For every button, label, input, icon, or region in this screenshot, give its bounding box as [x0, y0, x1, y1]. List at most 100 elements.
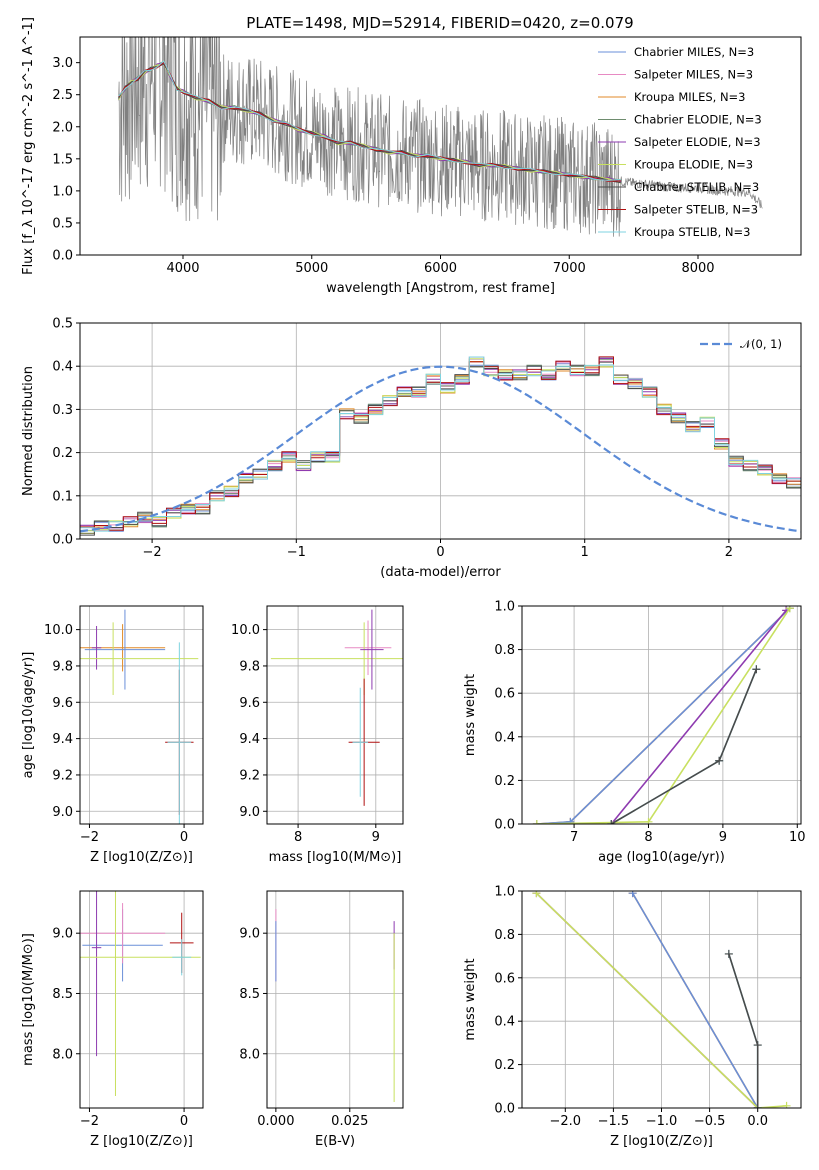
y-axis-label: mass [log10(M/M⊙)] [21, 933, 36, 1066]
y-tick-label: 9.4 [52, 732, 73, 747]
y-tick-label: 0.2 [494, 1058, 515, 1073]
x-tick-label: 0 [436, 545, 444, 560]
y-tick-label: 0.6 [494, 687, 515, 702]
x-tick-label: 0.025 [331, 1114, 368, 1129]
series-line-kroupa_elodie [535, 892, 787, 1108]
series-line-chabrier_miles [631, 892, 759, 1108]
y-tick-label: 0.4 [52, 360, 73, 375]
axes-frame [79, 36, 802, 256]
legend: Chabrier MILES, N=3 Salpeter MILES, N=3 Kr… [598, 45, 762, 239]
plot-area [532, 891, 791, 1108]
y-tick-label: 0.0 [52, 533, 73, 548]
legend-label-salpeter_stelib: Salpeter STELIB, N=3 [634, 203, 758, 217]
series-marker-kroupa_elodie [532, 820, 541, 824]
axes-frame [266, 605, 404, 825]
y-axis-label: mass weight [463, 674, 478, 756]
series-line-salpeter_elodie [610, 609, 787, 824]
x-tick-label: 0.0 [747, 1114, 768, 1129]
x-tick-label: 8 [294, 830, 302, 845]
plot-area [118, 37, 763, 237]
y-tick-label: 0.2 [52, 446, 73, 461]
y-tick-label: 0.8 [494, 643, 515, 658]
chart-residuals: −2 −1 0 1 2 0.0 0.1 0.2 0.3 0.4 0.5 (data-model)/er… [21, 317, 802, 580]
x-tick-label: 8000 [681, 261, 714, 276]
x-tick-label: 9 [372, 830, 380, 845]
y-axis-label: age [log10(age/yr)] [21, 652, 36, 779]
legend-label-salpeter_miles: Salpeter MILES, N=3 [634, 68, 753, 82]
series-marker-kroupa_elodie [785, 606, 794, 613]
x-tick-label: −0.5 [694, 1114, 726, 1129]
axes-frame [521, 605, 802, 825]
x-axis-label: Z [log10(Z/Z⊙)] [90, 1134, 193, 1149]
plot-area [80, 356, 801, 536]
y-tick-label: 0.0 [52, 249, 73, 264]
model-line-kroupa_stelib [118, 60, 621, 181]
figure-title: PLATE=1498, MJD=52914, FIBERID=0420, z=0… [246, 14, 633, 32]
x-axis-label: E(B-V) [315, 1134, 355, 1149]
x-axis-label: mass [log10(M/M⊙)] [269, 850, 402, 865]
y-tick-label: 0.6 [494, 971, 515, 986]
y-tick-label: 0.0 [494, 1102, 515, 1117]
legend-label-chabrier_miles: Chabrier MILES, N=3 [634, 45, 754, 59]
legend-label-chabrier_elodie: Chabrier ELODIE, N=3 [634, 113, 762, 127]
x-tick-label: 8 [644, 830, 652, 845]
x-tick-label: 7 [570, 830, 578, 845]
y-tick-label: 8.0 [239, 1047, 260, 1062]
series-marker-chabrier_miles [566, 817, 575, 824]
series-marker-kroupa_elodie [532, 891, 541, 898]
x-axis-label: wavelength [Angstrom, rest frame] [326, 281, 555, 296]
x-tick-label: 10 [789, 830, 806, 845]
y-tick-label: 2.0 [52, 120, 73, 135]
y-tick-label: 0.1 [52, 489, 73, 504]
y-tick-label: 0.3 [52, 403, 73, 418]
x-tick-label: 6000 [424, 261, 457, 276]
y-tick-label: 0.5 [52, 216, 73, 231]
x-tick-label: −2 [80, 1114, 99, 1129]
y-tick-label: 1.0 [494, 600, 515, 615]
y-tick-label: 1.5 [52, 152, 73, 167]
y-tick-label: 10.0 [44, 623, 73, 638]
y-tick-label: 9.6 [52, 696, 73, 711]
x-axis-label: (data-model)/error [380, 565, 501, 580]
plot-area [80, 609, 199, 824]
x-tick-label: −1.5 [598, 1114, 630, 1129]
y-tick-label: 8.5 [239, 987, 260, 1002]
series-marker-kroupa_elodie [644, 817, 653, 824]
y-tick-label: 9.8 [52, 659, 73, 674]
x-tick-label: −2 [143, 545, 162, 560]
legend-label-salpeter_elodie: Salpeter ELODIE, N=3 [634, 135, 761, 149]
y-tick-label: 8.0 [52, 1047, 73, 1062]
chart-massweight_vs_age: 7 8 9 10 0.0 0.2 0.4 0.6 0.8 1.0 age (log10(age/yr… [463, 600, 806, 866]
series-marker-chabrier_stelib [753, 1104, 762, 1108]
axes-frame [266, 890, 404, 1109]
y-axis-label: Normed distribution [21, 366, 36, 496]
axes-frame [79, 322, 802, 540]
y-tick-label: 0.4 [494, 1015, 515, 1030]
x-axis-label: Z [log10(Z/Z⊙)] [610, 1134, 713, 1149]
y-tick-label: 9.0 [239, 927, 260, 942]
y-tick-label: 1.0 [494, 885, 515, 900]
normal-curve [80, 365, 801, 533]
series-line-kroupa_elodie [536, 607, 791, 824]
y-tick-label: 2.5 [52, 88, 73, 103]
y-tick-label: 9.0 [52, 805, 73, 820]
series-line-chabrier_miles [536, 607, 791, 824]
x-tick-label: 0 [180, 830, 188, 845]
plot-area [275, 909, 395, 1102]
x-tick-label: 2 [725, 545, 733, 560]
y-axis-label: mass weight [463, 958, 478, 1040]
y-tick-label: 0.8 [494, 928, 515, 943]
x-tick-label: −1 [287, 545, 306, 560]
x-axis-label: Z [log10(Z/Z⊙)] [90, 850, 193, 865]
x-tick-label: 9 [719, 830, 727, 845]
chart-mass_vs_ebv: 0.000 0.025 8.0 8.5 9.0 E(B-V) [239, 890, 404, 1149]
y-tick-label: 9.2 [52, 768, 73, 783]
data-spectrum-line [118, 37, 763, 237]
chart-mass_vs_Z: −2 0 8.0 8.5 9.0 Z [log10(Z/Z⊙)] mass [log10(M… [21, 890, 204, 1149]
series-marker-chabrier_stelib [724, 949, 733, 958]
y-tick-label: 0.4 [494, 730, 515, 745]
axes-frame [79, 605, 204, 825]
y-tick-label: 10.0 [231, 623, 260, 638]
plot-area [270, 609, 403, 806]
